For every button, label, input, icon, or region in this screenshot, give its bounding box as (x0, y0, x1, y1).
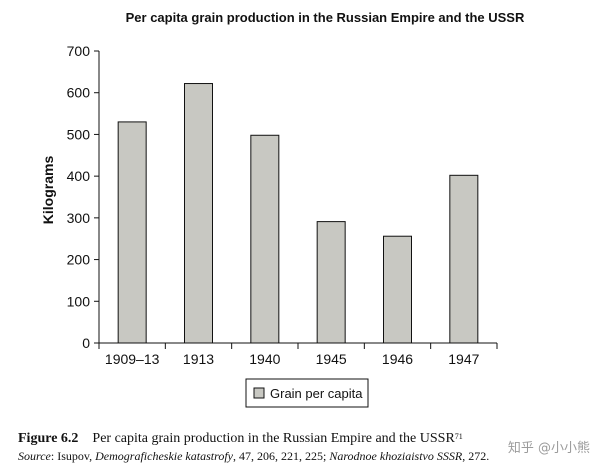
bar (316, 221, 346, 344)
bar (184, 83, 213, 344)
y-tick-label: 300 (67, 210, 91, 226)
x-axis: 1909–13 1913 1940 1945 1946 1947 (98, 342, 498, 367)
x-tick-label: 1940 (249, 351, 280, 367)
bar (117, 121, 147, 344)
watermark: 知乎 @小小熊 (507, 441, 590, 456)
source-work-2: Narodnoe khoziaistvo SSSR (329, 449, 463, 463)
bar-series (117, 83, 479, 344)
y-tick-label: 500 (67, 126, 91, 142)
legend-label: Grain per capita (270, 386, 363, 401)
figure-number: Figure 6.2 (18, 431, 79, 446)
y-tick-label: 600 (67, 85, 91, 101)
legend: Grain per capita (245, 378, 369, 408)
source-mid: , 47, 206, 221, 225; (232, 449, 330, 463)
x-tick-label: 1909–13 (105, 351, 160, 367)
y-tick-label: 400 (67, 168, 91, 184)
bar (449, 174, 479, 344)
source-prefix: Source (18, 449, 51, 463)
y-tick-label: 200 (67, 252, 91, 268)
x-tick-label: 1946 (382, 351, 413, 367)
y-axis-label: Kilograms (40, 156, 56, 225)
caption-source-line: Source: Isupov, Demograficheskie katastr… (18, 448, 588, 464)
source-sep: : Isupov, (50, 449, 96, 463)
x-tick-label: 1947 (448, 351, 479, 367)
legend-box (245, 378, 369, 408)
x-tick-label: 1945 (316, 351, 347, 367)
y-axis: 0 100 200 300 400 500 600 700 (67, 43, 100, 351)
y-tick-label: 0 (82, 335, 90, 351)
y-tick-label: 700 (67, 43, 91, 59)
bar (250, 134, 280, 344)
source-end: , 272. (462, 449, 490, 463)
bar (383, 235, 412, 344)
source-work-1: Demograficheskie katastrofy (95, 449, 233, 463)
bar-chart: Per capita grain production in the Russi… (40, 10, 525, 408)
chart-title: Per capita grain production in the Russi… (126, 10, 525, 25)
caption-title-line: Figure 6.2 Per capita grain production in… (18, 430, 588, 448)
note-ref: 71 (454, 432, 463, 441)
legend-swatch (253, 387, 265, 399)
figure-title: Per capita grain production in the Russi… (92, 431, 455, 446)
x-tick-label: 1913 (183, 351, 214, 367)
y-tick-label: 100 (67, 293, 91, 309)
figure-caption: Figure 6.2 Per capita grain production in… (18, 430, 588, 464)
